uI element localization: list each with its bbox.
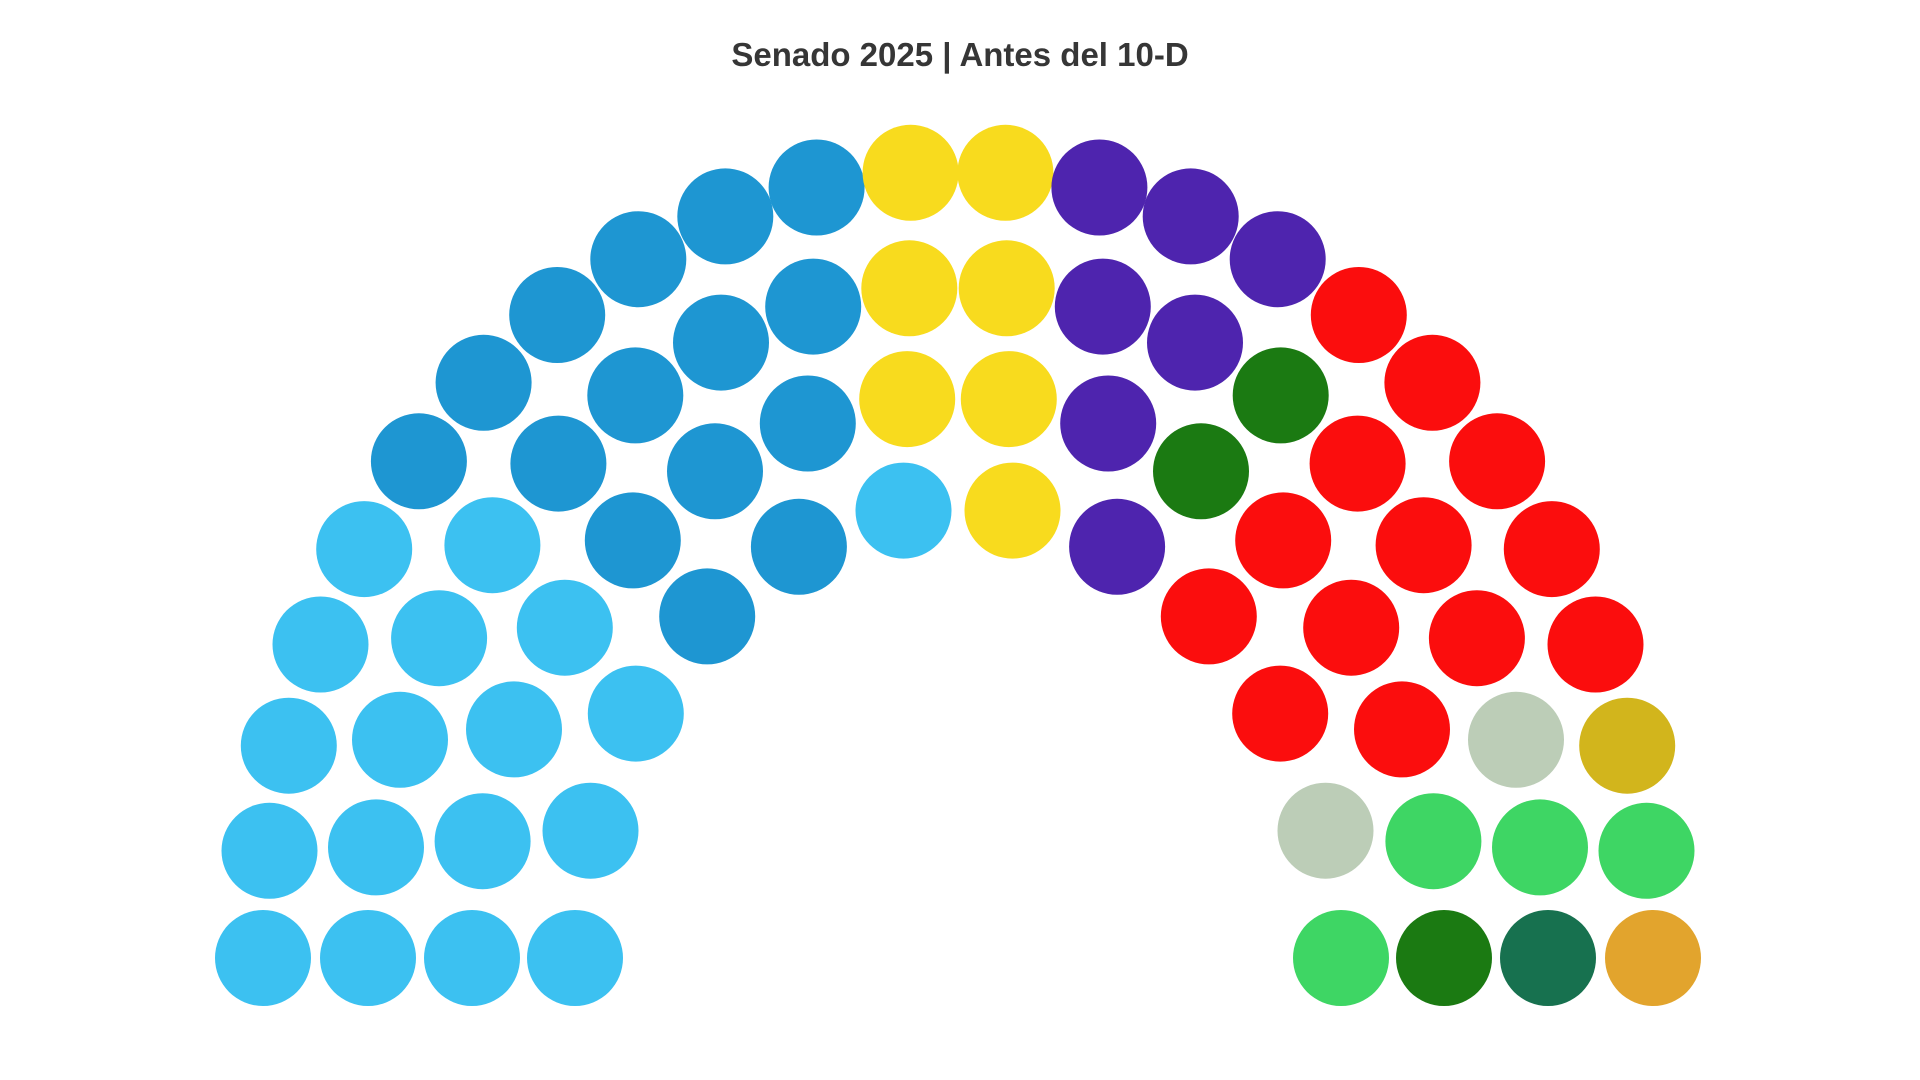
seat-dot-verde_oscuro <box>1232 347 1329 444</box>
seat-dot-violeta <box>1147 294 1243 391</box>
seat-dot-verde_salvia <box>1468 691 1564 788</box>
seat-dot-azul <box>750 498 847 595</box>
seat-dot-celeste <box>391 590 488 687</box>
seat-dot-celeste <box>424 910 520 1006</box>
seat-dot-celeste <box>444 497 541 594</box>
seat-dot-verde <box>1293 910 1389 1006</box>
seat-dot-rojo <box>1303 579 1400 676</box>
seat-dot-amarillo <box>960 351 1057 448</box>
seat-dot-celeste <box>466 681 562 778</box>
seat-dot-violeta <box>1069 498 1166 595</box>
seat-dot-rojo <box>1547 596 1644 693</box>
seat-dot-amarillo <box>964 462 1061 559</box>
seat-dot-rojo <box>1449 413 1546 510</box>
seat-dot-azul <box>509 267 606 363</box>
seat-dot-azul <box>659 568 756 665</box>
seat-dot-celeste <box>434 793 531 890</box>
seat-dot-celeste <box>516 579 613 676</box>
seat-dot-azul <box>435 334 532 431</box>
seat-dot-celeste <box>272 596 369 693</box>
seat-dot-naranja <box>1605 910 1701 1006</box>
seat-dot-violeta <box>1054 258 1151 355</box>
seat-dot-azul <box>673 294 769 391</box>
seat-dot-azul <box>584 492 681 589</box>
seat-dot-amarillo <box>861 240 958 337</box>
seat-dot-azul <box>590 211 687 308</box>
chart-title: Senado 2025 | Antes del 10-D <box>731 36 1189 73</box>
seat-dot-celeste <box>320 910 416 1006</box>
seat-dot-verde_salvia <box>1277 782 1374 879</box>
seat-dot-amarillo <box>958 240 1055 337</box>
seat-dot-violeta <box>1051 139 1148 236</box>
seat-dot-verde_azulado <box>1500 910 1596 1006</box>
seat-dot-verde_oscuro <box>1396 910 1492 1006</box>
seat-dot-amarillo <box>862 124 959 221</box>
seat-dot-violeta <box>1060 375 1157 472</box>
seat-dot-azul <box>370 413 467 510</box>
seat-dot-celeste <box>328 799 424 896</box>
seat-dot-violeta <box>1229 211 1326 308</box>
seat-dot-rojo <box>1384 334 1481 431</box>
seat-dot-rojo <box>1235 492 1332 589</box>
seat-dot-azul <box>667 423 763 520</box>
seat-dot-rojo <box>1354 681 1450 778</box>
seat-dot-rojo <box>1503 501 1600 598</box>
seat-dot-rojo <box>1310 267 1407 363</box>
seat-dot-rojo <box>1375 497 1472 594</box>
seat-dot-celeste <box>587 665 684 762</box>
seat-dot-celeste <box>240 697 337 794</box>
seat-dot-azul <box>759 375 856 472</box>
seat-dot-verde <box>1492 799 1588 896</box>
seat-dot-celeste <box>855 462 952 559</box>
seat-dot-verde <box>1385 793 1482 890</box>
seat-dot-verde <box>1598 802 1695 899</box>
seat-dot-oliva <box>1579 697 1676 794</box>
seat-dot-celeste <box>316 501 413 598</box>
seat-dot-rojo <box>1232 665 1329 762</box>
seat-dot-azul <box>768 139 865 236</box>
seat-dot-azul <box>765 258 862 355</box>
seat-dot-celeste <box>215 910 311 1006</box>
seat-dot-azul <box>587 347 684 444</box>
seat-dot-rojo <box>1309 415 1406 512</box>
seat-dot-azul <box>510 415 607 512</box>
seat-dot-amarillo <box>859 351 956 448</box>
seat-dot-azul <box>677 168 774 265</box>
seat-dot-violeta <box>1142 168 1239 265</box>
seat-dot-celeste <box>352 691 448 788</box>
seat-dot-rojo <box>1160 568 1257 665</box>
seat-dot-rojo <box>1428 590 1525 687</box>
seat-dot-verde_oscuro <box>1153 423 1249 520</box>
seat-dot-amarillo <box>957 124 1054 221</box>
seat-dot-celeste <box>527 910 623 1006</box>
seat-dot-celeste <box>542 782 639 879</box>
seat-dot-celeste <box>221 802 318 899</box>
